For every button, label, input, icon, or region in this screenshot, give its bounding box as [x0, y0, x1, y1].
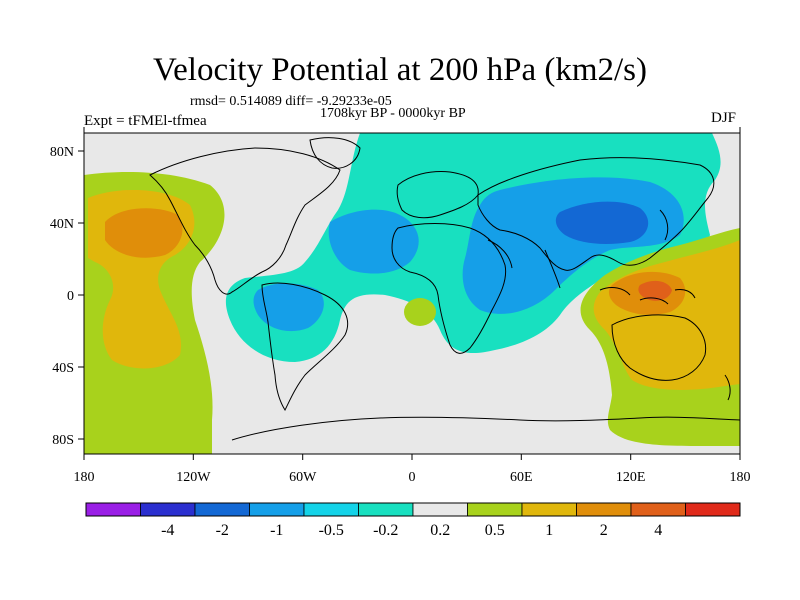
colorbar-box: [140, 502, 196, 517]
antarctica-coast: [231, 416, 740, 441]
colorbar-label: 0.2: [430, 522, 450, 539]
south-asia-coast: [487, 239, 561, 289]
maritime-islands-coast: [599, 287, 696, 305]
x-tick-label: 0: [409, 470, 416, 485]
x-tick-label: 60W: [289, 470, 317, 485]
colorbar: [85, 502, 741, 517]
x-tick-label: 120E: [616, 470, 646, 485]
season-label: DJF: [711, 110, 737, 126]
colorbar-label: -2: [216, 522, 229, 539]
y-tick-label: 80S: [52, 433, 74, 448]
australia-coast: [611, 314, 707, 381]
new-zealand-coast: [724, 374, 731, 401]
y-tick-label: 40S: [52, 361, 74, 376]
x-tick-label: 180: [74, 470, 95, 485]
colorbar-label: 4: [654, 522, 662, 539]
y-tick-label: 40N: [50, 217, 74, 232]
colorbar-box: [249, 502, 305, 517]
colorbar-box: [467, 502, 523, 517]
colorbar-box: [576, 502, 632, 517]
stats-label: rmsd= 0.514089 diff= -9.29233e-05: [190, 94, 392, 109]
strong-negative-core-asia: [555, 201, 649, 244]
y-tick-marks: [78, 150, 84, 440]
colorbar-frame: [85, 502, 741, 517]
colorbar-box: [630, 502, 686, 517]
colorbar-labels: -4 -2 -1 -0.5 -0.2 0.2 0.5 1 2 4: [161, 522, 662, 539]
x-tick-label: 180: [730, 470, 751, 485]
africa-coast: [391, 223, 507, 354]
colorbar-box: [412, 502, 468, 517]
colorbar-label: 2: [600, 522, 608, 539]
colorbar-label: -1: [270, 522, 283, 539]
velocity-potential-field: [84, 133, 740, 454]
moderate-negative-core-south-america: [253, 283, 324, 332]
y-tick-label: 0: [67, 289, 74, 304]
north-america-coast: [149, 147, 341, 295]
greenland-coast: [309, 137, 361, 169]
x-tick-label: 60E: [510, 470, 533, 485]
colorbar-label: 1: [545, 522, 553, 539]
experiment-label: Expt = tFMEl-tfmea: [84, 113, 207, 129]
moderate-negative-core-atlantic: [328, 209, 419, 274]
peak-area-maritime-continent: [638, 280, 672, 301]
japan-coast: [659, 209, 669, 241]
coastlines: [149, 137, 740, 441]
europe-coast: [396, 171, 479, 219]
colorbar-box: [521, 502, 577, 517]
colorbar-box: [303, 502, 359, 517]
colorbar-label: -4: [161, 522, 174, 539]
colorbar-box: [194, 502, 250, 517]
period-label: 1708kyr BP - 0000kyr BP: [320, 106, 466, 121]
positive-band-south: [84, 430, 212, 454]
colorbar-label: -0.5: [319, 522, 344, 539]
asia-coast: [477, 157, 715, 271]
x-tick-marks: [83, 127, 741, 460]
strong-area-east-pacific: [105, 208, 183, 258]
colorbar-box: [85, 502, 141, 517]
y-tick-label: 80N: [50, 145, 74, 160]
colorbar-label: -0.2: [373, 522, 398, 539]
x-tick-label: 120W: [176, 470, 211, 485]
colorbar-label: 0.5: [485, 522, 505, 539]
positive-spot-atlantic: [404, 298, 436, 326]
colorbar-box: [358, 502, 414, 517]
south-america-coast: [261, 282, 349, 412]
colorbar-box: [685, 502, 741, 517]
plot-title: Velocity Potential at 200 hPa (km2/s): [152, 52, 648, 88]
